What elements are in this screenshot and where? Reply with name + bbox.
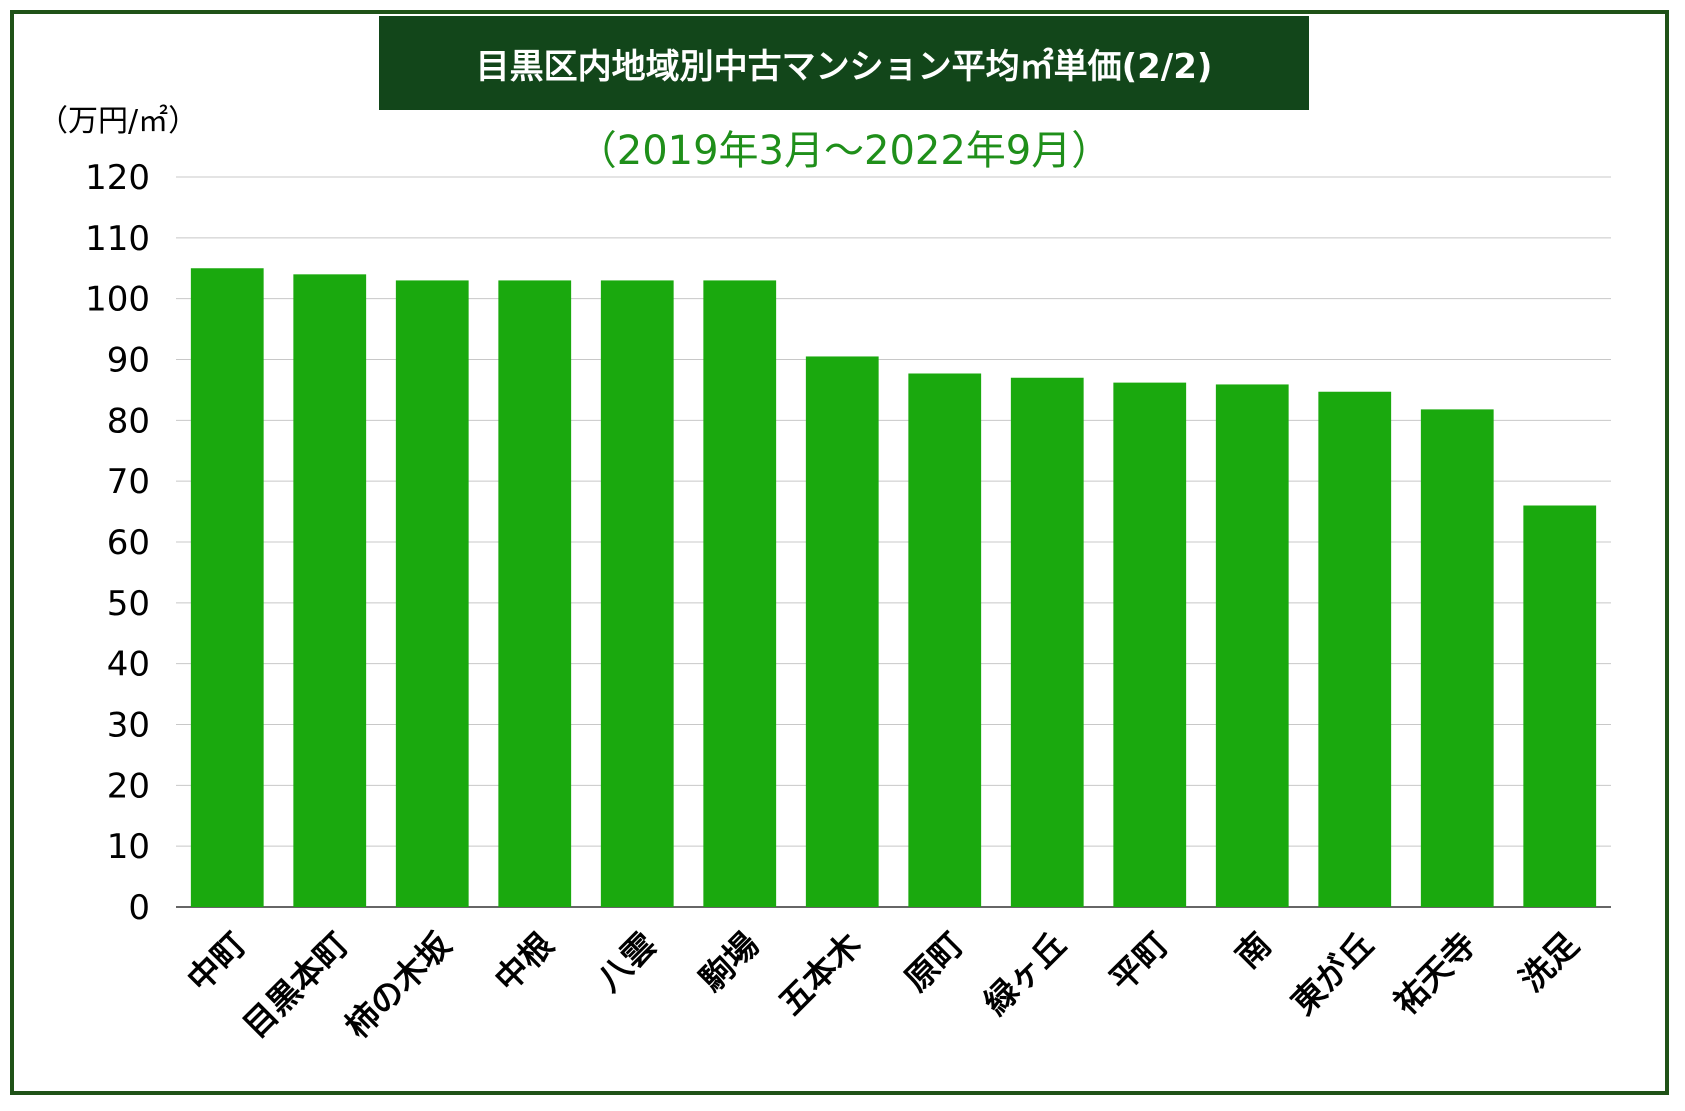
bar-緑ヶ丘 xyxy=(1010,377,1084,907)
x-category-label: 東が丘 xyxy=(1284,925,1382,1023)
bar-中根 xyxy=(498,280,572,908)
y-tick-label: 20 xyxy=(107,766,150,806)
gridlines xyxy=(176,176,1611,908)
bar-原町 xyxy=(908,373,982,907)
y-tick-label: 80 xyxy=(107,401,150,441)
bar-平町 xyxy=(1113,382,1187,907)
bar-中町 xyxy=(190,268,264,907)
x-category-label: 目黒本町 xyxy=(235,925,356,1046)
bar-五本木 xyxy=(805,356,879,907)
x-category-label: 駒場 xyxy=(692,925,766,999)
y-tick-label: 10 xyxy=(107,827,150,867)
x-category-label: 平町 xyxy=(1102,925,1176,999)
x-category-label: 原町 xyxy=(897,925,971,999)
x-category-label: 洗足 xyxy=(1512,925,1586,999)
y-tick-label: 90 xyxy=(107,341,150,381)
x-axis-categories: 中町目黒本町柿の木坂 中根 八雲 駒場 五本木 原町 緑ヶ丘 平町 南東が丘 祐天寺 洗足 xyxy=(179,925,1586,1046)
chart-subtitle: （2019年3月〜2022年9月） xyxy=(576,128,1112,174)
bar-南 xyxy=(1215,384,1289,908)
y-tick-label: 70 xyxy=(107,462,150,502)
bar-祐天寺 xyxy=(1420,409,1494,907)
x-category-label: 南 xyxy=(1228,925,1279,976)
x-category-label: 八雲 xyxy=(589,925,663,999)
x-category-label: 中町 xyxy=(179,925,253,999)
y-tick-label: 100 xyxy=(85,280,150,320)
y-axis-ticks: 0 10 20 30 40 50 60 70 80 90 100 110 120 xyxy=(85,158,150,928)
y-axis-unit-label: （万円/㎡） xyxy=(38,104,199,139)
x-category-label: 中根 xyxy=(487,925,561,999)
bar-駒場 xyxy=(703,280,777,908)
x-category-label: 柿の木坂 xyxy=(338,925,459,1046)
x-category-label: 祐天寺 xyxy=(1386,925,1484,1023)
chart-title: 目黒区内地域別中古マンション平均㎡単価(2/2) xyxy=(379,16,1309,110)
bars xyxy=(190,268,1597,908)
x-category-label: 五本木 xyxy=(771,925,869,1023)
y-tick-label: 50 xyxy=(107,584,150,624)
bar-目黒本町 xyxy=(293,274,367,907)
y-tick-label: 0 xyxy=(128,888,150,928)
bar-八雲 xyxy=(600,280,674,908)
bar-洗足 xyxy=(1523,505,1597,907)
y-tick-label: 40 xyxy=(107,645,150,685)
y-tick-label: 120 xyxy=(85,158,150,198)
bar-東が丘 xyxy=(1318,391,1392,907)
x-category-label: 緑ヶ丘 xyxy=(976,925,1074,1023)
y-tick-label: 110 xyxy=(85,219,150,259)
bar-柿の木坂 xyxy=(395,280,469,908)
y-tick-label: 30 xyxy=(107,706,150,746)
y-tick-label: 60 xyxy=(107,523,150,563)
